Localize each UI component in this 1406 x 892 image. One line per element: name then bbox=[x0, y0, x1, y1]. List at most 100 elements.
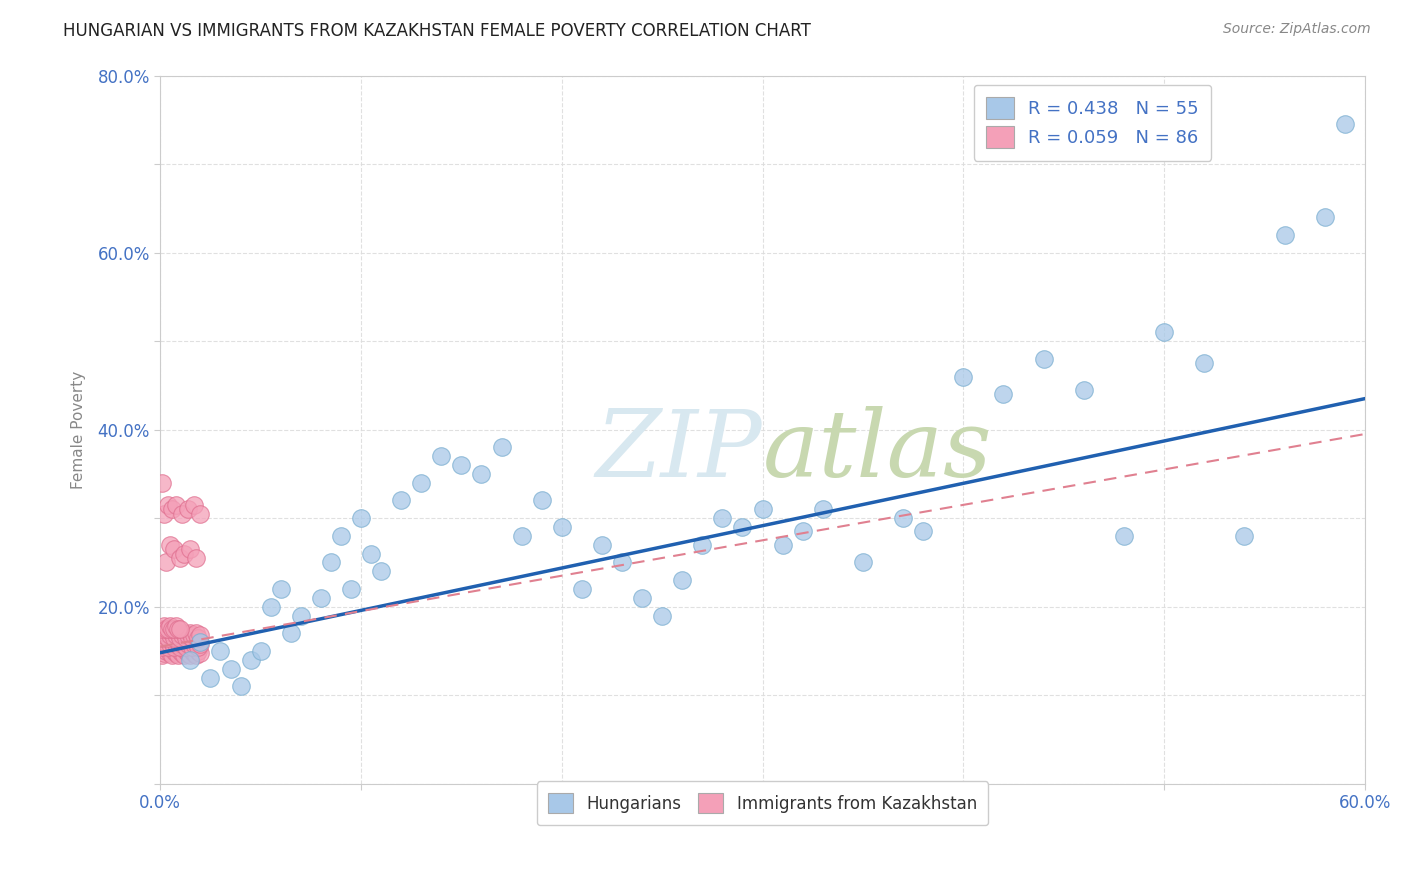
Point bbox=[176, 631, 198, 645]
Point bbox=[155, 635, 177, 649]
Point bbox=[163, 631, 186, 645]
Point bbox=[190, 628, 212, 642]
Point bbox=[162, 635, 184, 649]
Point bbox=[165, 498, 187, 512]
Point bbox=[183, 628, 205, 642]
Point bbox=[811, 502, 834, 516]
Point bbox=[167, 648, 190, 663]
Point bbox=[155, 626, 177, 640]
Point bbox=[173, 547, 195, 561]
Y-axis label: Female Poverty: Female Poverty bbox=[72, 370, 86, 489]
Point bbox=[1192, 356, 1215, 370]
Point bbox=[340, 582, 363, 596]
Point bbox=[270, 582, 292, 596]
Point bbox=[571, 582, 593, 596]
Point bbox=[530, 493, 553, 508]
Point bbox=[186, 626, 208, 640]
Point bbox=[350, 511, 373, 525]
Point bbox=[155, 556, 177, 570]
Point bbox=[510, 529, 533, 543]
Point bbox=[1032, 351, 1054, 366]
Point bbox=[187, 644, 209, 658]
Point bbox=[692, 538, 714, 552]
Point bbox=[159, 646, 181, 660]
Point bbox=[165, 646, 187, 660]
Point bbox=[891, 511, 914, 525]
Point bbox=[165, 628, 187, 642]
Point bbox=[172, 637, 194, 651]
Point bbox=[176, 644, 198, 658]
Point bbox=[157, 642, 180, 657]
Point bbox=[163, 622, 186, 636]
Point bbox=[181, 644, 204, 658]
Point bbox=[172, 646, 194, 660]
Point bbox=[150, 622, 173, 636]
Point bbox=[153, 646, 176, 660]
Legend: Hungarians, Immigrants from Kazakhstan: Hungarians, Immigrants from Kazakhstan bbox=[537, 781, 988, 825]
Point bbox=[183, 498, 205, 512]
Point bbox=[173, 648, 195, 663]
Point bbox=[172, 507, 194, 521]
Point bbox=[162, 626, 184, 640]
Point bbox=[1313, 210, 1336, 224]
Point bbox=[167, 622, 190, 636]
Point bbox=[157, 640, 180, 654]
Text: ZIP: ZIP bbox=[596, 406, 762, 496]
Point bbox=[792, 524, 814, 539]
Point bbox=[290, 608, 312, 623]
Point bbox=[150, 475, 173, 490]
Point bbox=[360, 547, 382, 561]
Point bbox=[169, 644, 191, 658]
Point bbox=[169, 631, 191, 645]
Point bbox=[167, 626, 190, 640]
Point bbox=[159, 637, 181, 651]
Point bbox=[177, 628, 200, 642]
Point bbox=[187, 631, 209, 645]
Point bbox=[190, 637, 212, 651]
Point bbox=[179, 542, 201, 557]
Point bbox=[173, 626, 195, 640]
Point bbox=[1233, 529, 1256, 543]
Point bbox=[159, 628, 181, 642]
Point bbox=[181, 640, 204, 654]
Point bbox=[186, 648, 208, 663]
Point bbox=[1333, 117, 1355, 131]
Point bbox=[179, 648, 201, 663]
Point bbox=[169, 640, 191, 654]
Point bbox=[551, 520, 574, 534]
Point bbox=[772, 538, 794, 552]
Point bbox=[731, 520, 754, 534]
Point bbox=[187, 640, 209, 654]
Point bbox=[179, 635, 201, 649]
Point bbox=[190, 507, 212, 521]
Point bbox=[280, 626, 302, 640]
Point bbox=[260, 599, 283, 614]
Point bbox=[169, 622, 191, 636]
Point bbox=[173, 635, 195, 649]
Point bbox=[177, 637, 200, 651]
Point bbox=[157, 622, 180, 636]
Point bbox=[711, 511, 734, 525]
Point bbox=[491, 440, 513, 454]
Point bbox=[430, 449, 453, 463]
Point bbox=[153, 619, 176, 633]
Point bbox=[157, 498, 180, 512]
Point bbox=[591, 538, 613, 552]
Point bbox=[153, 637, 176, 651]
Point bbox=[389, 493, 412, 508]
Point bbox=[155, 622, 177, 636]
Point bbox=[751, 502, 773, 516]
Point bbox=[470, 467, 492, 481]
Point bbox=[155, 644, 177, 658]
Point bbox=[610, 556, 633, 570]
Point bbox=[162, 648, 184, 663]
Point bbox=[190, 646, 212, 660]
Text: HUNGARIAN VS IMMIGRANTS FROM KAZAKHSTAN FEMALE POVERTY CORRELATION CHART: HUNGARIAN VS IMMIGRANTS FROM KAZAKHSTAN … bbox=[63, 22, 811, 40]
Point bbox=[165, 619, 187, 633]
Point bbox=[169, 551, 191, 566]
Point bbox=[239, 653, 262, 667]
Text: Source: ZipAtlas.com: Source: ZipAtlas.com bbox=[1223, 22, 1371, 37]
Point bbox=[229, 679, 252, 693]
Point bbox=[172, 628, 194, 642]
Point bbox=[309, 591, 332, 605]
